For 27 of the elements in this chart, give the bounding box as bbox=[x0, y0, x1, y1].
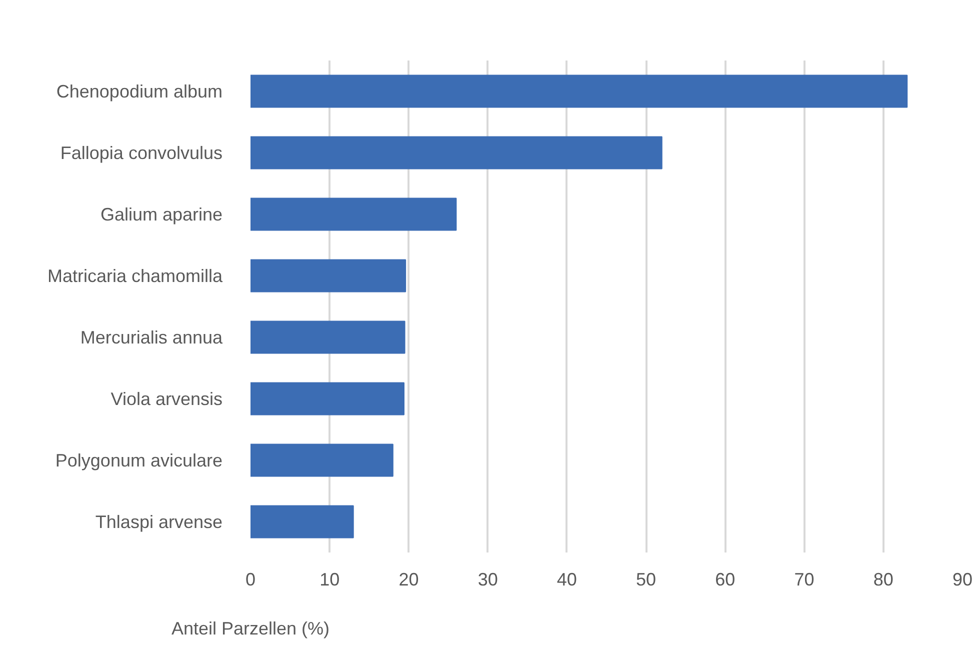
bar bbox=[250, 382, 404, 416]
x-tick-label: 10 bbox=[320, 570, 340, 590]
x-tick-label: 0 bbox=[245, 570, 256, 590]
y-tick-label: Polygonum aviculare bbox=[55, 450, 223, 470]
x-tick-label: 60 bbox=[715, 570, 736, 590]
x-tick-label: 80 bbox=[873, 570, 894, 590]
y-tick-label: Chenopodium album bbox=[56, 81, 223, 102]
x-tick-label: 70 bbox=[794, 570, 814, 590]
x-tick-label: 90 bbox=[952, 570, 973, 590]
y-tick-label: Fallopia convolvulus bbox=[60, 142, 223, 163]
y-tick-label: Galium aparine bbox=[100, 204, 222, 224]
x-tick-label: 40 bbox=[556, 570, 577, 590]
bar bbox=[250, 444, 394, 477]
x-tick-label: 30 bbox=[478, 570, 498, 590]
bar bbox=[250, 74, 908, 108]
x-axis-title: Anteil Parzellen (%) bbox=[171, 618, 330, 638]
bar bbox=[250, 259, 406, 292]
bar bbox=[250, 320, 406, 354]
bar bbox=[250, 505, 354, 538]
y-tick-label: Viola arvensis bbox=[110, 388, 223, 409]
bar bbox=[250, 136, 662, 170]
y-tick-label: Mercurialis annua bbox=[80, 327, 224, 348]
x-tick-label: 20 bbox=[398, 570, 419, 590]
bar bbox=[250, 198, 457, 231]
x-tick-label: 50 bbox=[636, 570, 656, 590]
y-tick-label: Matricaria chamomilla bbox=[47, 266, 224, 286]
y-tick-label: Thlaspi arvense bbox=[95, 512, 223, 532]
